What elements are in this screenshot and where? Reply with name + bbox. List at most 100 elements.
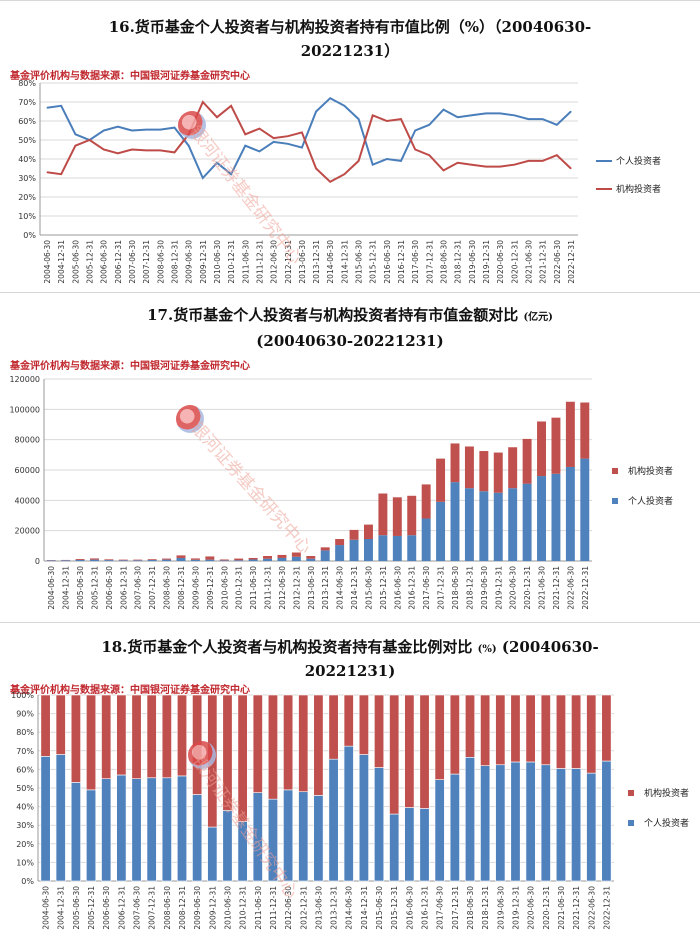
bar-segment <box>496 695 505 765</box>
x-tick-label: 2017-06-30 <box>436 886 445 930</box>
bar-segment <box>177 555 186 558</box>
data-point <box>315 111 316 112</box>
x-tick-label: 2021-12-31 <box>552 566 561 610</box>
data-point <box>273 141 274 142</box>
bar-segment <box>119 560 128 561</box>
legend-label: 个人投资者 <box>644 817 689 829</box>
x-tick-label: 2004-06-30 <box>42 886 51 930</box>
data-point <box>61 105 62 106</box>
data-point <box>542 119 543 120</box>
bar-segment <box>162 695 171 778</box>
x-tick-label: 2016-12-31 <box>408 566 417 610</box>
bar-segment <box>162 559 171 560</box>
x-tick-label: 2020-12-31 <box>542 886 551 930</box>
bar-segment <box>523 484 532 561</box>
data-point <box>358 119 359 120</box>
x-tick-label: 2017-06-30 <box>422 566 431 610</box>
x-tick-label: 2019-06-30 <box>496 886 505 930</box>
bar-segment <box>344 746 353 881</box>
x-tick-label: 2020-12-31 <box>523 566 532 610</box>
y-tick-label: 20% <box>18 193 36 202</box>
x-tick-label: 2020-06-30 <box>496 240 505 284</box>
data-point <box>315 168 316 169</box>
bar-segment <box>223 810 232 881</box>
bar-segment <box>220 560 229 561</box>
bar-segment <box>556 768 565 881</box>
x-tick-label: 2016-06-30 <box>383 240 392 284</box>
bar-segment <box>314 695 323 795</box>
x-tick-label: 2010-12-31 <box>235 566 244 610</box>
data-point <box>131 130 132 131</box>
data-point <box>174 152 175 153</box>
data-point <box>429 124 430 125</box>
x-tick-label: 2021-12-31 <box>572 886 581 930</box>
x-tick-label: 2008-12-31 <box>177 566 186 610</box>
bar-segment <box>41 756 50 881</box>
legend-swatch <box>628 820 634 826</box>
y-tick-label: 100000 <box>9 405 40 414</box>
bar-segment <box>306 559 315 561</box>
data-point <box>202 101 203 102</box>
bar-segment <box>364 539 373 561</box>
bar-segment <box>220 559 229 560</box>
bar-segment <box>329 759 338 881</box>
bar-segment <box>299 695 308 792</box>
x-tick-label: 2005-06-30 <box>72 886 81 930</box>
bar-segment <box>566 402 575 467</box>
bar-segment <box>177 558 186 561</box>
bar-segment <box>390 695 399 814</box>
x-tick-label: 2015-12-31 <box>369 240 378 284</box>
bar-segment <box>41 695 50 756</box>
bar-segment <box>104 559 113 560</box>
y-tick-label: 40% <box>18 155 36 164</box>
x-tick-label: 2011-06-30 <box>241 240 250 284</box>
bar-segment <box>480 766 489 881</box>
bar-segment <box>420 695 429 808</box>
x-tick-label: 2015-12-31 <box>379 566 388 610</box>
bar-segment <box>551 474 560 561</box>
x-tick-label: 2005-12-31 <box>87 886 96 930</box>
x-tick-label: 2014-12-31 <box>350 566 359 610</box>
y-tick-label: 0 <box>35 557 40 566</box>
bar-segment <box>133 560 142 561</box>
x-tick-label: 2010-12-31 <box>239 886 248 930</box>
data-point <box>103 149 104 150</box>
bar-segment <box>378 494 387 536</box>
bar-segment <box>571 768 580 881</box>
x-tick-label: 2020-06-30 <box>527 886 536 930</box>
x-tick-label: 2005-12-31 <box>90 566 99 610</box>
bar-segment <box>350 540 359 561</box>
bar-segment <box>177 776 186 881</box>
bar-segment <box>61 560 70 561</box>
bar-segment <box>526 695 535 762</box>
x-tick-label: 2016-06-30 <box>405 886 414 930</box>
bar-segment <box>566 467 575 561</box>
legend-label: 个人投资者 <box>628 495 673 507</box>
y-tick-label: 50% <box>18 136 36 145</box>
bar-segment <box>435 780 444 881</box>
x-tick-label: 2022-06-30 <box>587 886 596 930</box>
bar-segment <box>350 530 359 540</box>
x-tick-label: 2015-06-30 <box>364 566 373 610</box>
bar-segment <box>551 418 560 474</box>
x-tick-label: 2018-06-30 <box>440 240 449 284</box>
x-tick-label: 2017-12-31 <box>451 886 460 930</box>
data-point <box>61 174 62 175</box>
bar-segment <box>479 451 488 491</box>
x-tick-label: 2016-12-31 <box>421 886 430 930</box>
bar-segment <box>234 559 243 561</box>
x-tick-label: 2007-06-30 <box>134 566 143 610</box>
y-tick-label: 0% <box>23 231 36 240</box>
bar-segment <box>436 459 445 502</box>
bar-segment <box>119 560 128 561</box>
bar-segment <box>541 695 550 765</box>
bar-segment <box>359 755 368 881</box>
data-point <box>75 145 76 146</box>
bar-segment <box>359 695 368 755</box>
data-point <box>570 111 571 112</box>
bar-segment <box>253 695 262 793</box>
x-tick-label: 2006-12-31 <box>119 566 128 610</box>
bar-segment <box>283 790 292 881</box>
bar-segment <box>306 556 315 559</box>
